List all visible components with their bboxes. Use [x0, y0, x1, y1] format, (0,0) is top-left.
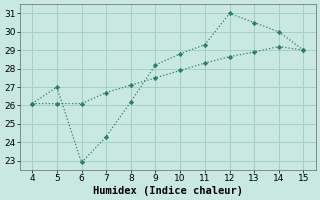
X-axis label: Humidex (Indice chaleur): Humidex (Indice chaleur) — [93, 186, 243, 196]
